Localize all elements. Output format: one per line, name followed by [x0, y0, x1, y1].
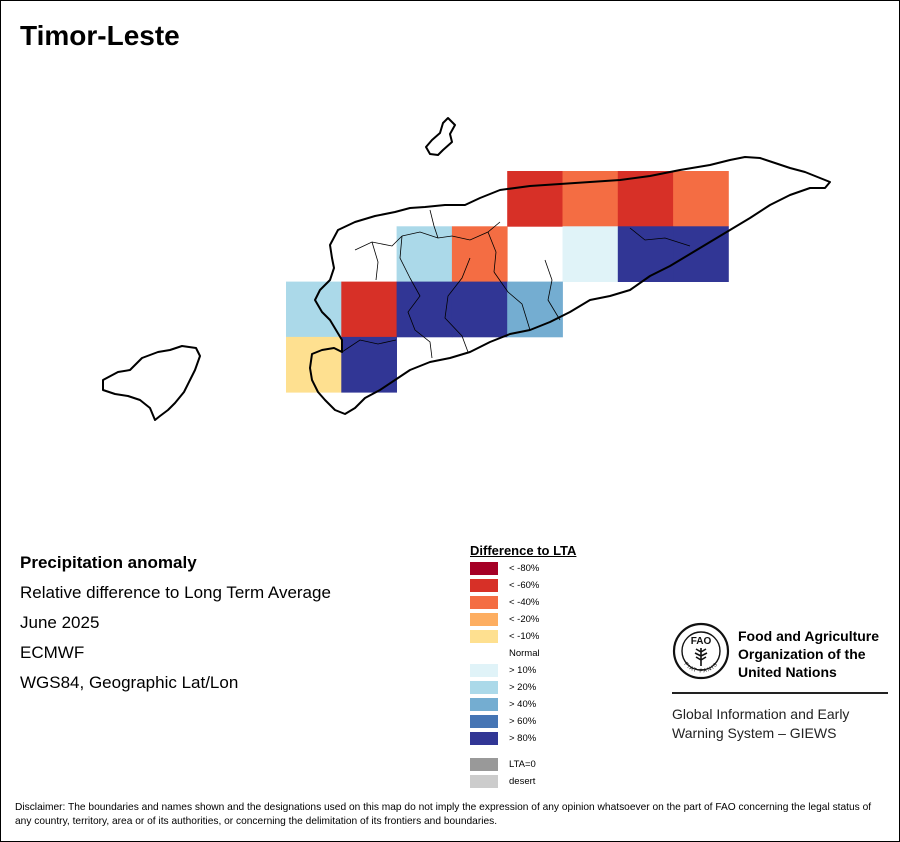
district-boundary — [354, 235, 403, 251]
district-boundary — [399, 235, 411, 279]
anomaly-cell — [562, 226, 619, 282]
legend-item: > 80% — [470, 730, 576, 747]
map-legend: Difference to LTA < -80% < -60% < -40% < -2… — [470, 543, 576, 790]
anomaly-cell — [451, 226, 508, 282]
info-period: June 2025 — [20, 613, 100, 632]
legend-item: > 20% — [470, 679, 576, 696]
legend-item: < -60% — [470, 577, 576, 594]
legend-item: < -10% — [470, 628, 576, 645]
legend-item: > 40% — [470, 696, 576, 713]
legend-label: < -20% — [509, 614, 540, 625]
district-boundary — [429, 209, 439, 239]
district-boundary — [487, 231, 497, 273]
map-title: Timor-Leste — [20, 20, 180, 51]
svg-text:FAO: FAO — [691, 636, 712, 647]
giews-line: Warning System – GIEWS — [672, 725, 837, 741]
legend-item: > 10% — [470, 662, 576, 679]
district-boundary — [407, 277, 433, 359]
fao-logo: FAO FIAT PANIS — [672, 622, 730, 680]
legend-swatch — [470, 758, 498, 771]
oecusse-enclave-outline — [102, 345, 201, 421]
legend-label: > 60% — [509, 716, 537, 727]
info-variable: Precipitation anomaly — [20, 553, 197, 572]
legend-label: > 80% — [509, 733, 537, 744]
giews-name: Global Information and Early Warning Sys… — [672, 705, 849, 743]
legend-title: Difference to LTA — [470, 543, 577, 558]
district-boundary — [444, 257, 471, 353]
fao-divider — [672, 692, 888, 694]
anomaly-grid — [286, 171, 729, 393]
anomaly-cell — [562, 171, 619, 227]
legend-label: < -10% — [509, 631, 540, 642]
legend-item: Normal — [470, 645, 576, 662]
anomaly-cell — [396, 281, 453, 338]
legend-item: < -80% — [470, 560, 576, 577]
legend-swatch — [470, 775, 498, 788]
legend-item: > 60% — [470, 713, 576, 730]
district-boundary — [629, 227, 691, 247]
anomaly-cell — [617, 171, 674, 227]
district-boundary — [493, 271, 531, 331]
atauro-island-outline — [425, 117, 456, 156]
info-source: ECMWF — [20, 643, 85, 662]
legend-label: LTA=0 — [509, 759, 536, 770]
legend-swatch — [470, 613, 498, 626]
fao-name: Food and Agriculture Organization of the… — [738, 627, 879, 681]
map-info: Precipitation anomaly Relative differenc… — [20, 548, 331, 698]
mainland-outline — [309, 156, 831, 415]
anomaly-cell — [396, 226, 453, 282]
legend-item: < -40% — [470, 594, 576, 611]
fao-name-line: Food and Agriculture — [738, 628, 880, 644]
district-boundary — [371, 241, 379, 281]
anomaly-cell — [617, 226, 674, 282]
district-boundary — [401, 231, 453, 239]
legend-swatch — [470, 698, 498, 711]
legend-item: LTA=0 — [470, 756, 576, 773]
anomaly-cell — [341, 281, 397, 338]
district-boundary — [341, 339, 397, 353]
legend-swatch — [470, 715, 498, 728]
legend-swatch — [470, 596, 498, 609]
legend-swatch — [470, 732, 498, 745]
legend-swatch — [470, 630, 498, 643]
fao-name-line: Organization of the — [738, 646, 866, 662]
legend-label: < -60% — [509, 580, 540, 591]
legend-label: Normal — [509, 648, 540, 659]
legend-swatch — [470, 579, 498, 592]
legend-swatch — [470, 562, 498, 575]
legend-label: < -40% — [509, 597, 540, 608]
legend-label: < -80% — [509, 563, 540, 574]
legend-label: > 40% — [509, 699, 537, 710]
legend-item: desert — [470, 773, 576, 790]
legend-label: > 10% — [509, 665, 537, 676]
district-boundaries — [341, 209, 691, 359]
info-description: Relative difference to Long Term Average — [20, 583, 331, 602]
giews-line: Global Information and Early — [672, 706, 850, 722]
legend-extra-items: LTA=0 desert — [470, 756, 576, 790]
disclaimer: Disclaimer: The boundaries and names sho… — [15, 802, 872, 827]
district-boundary — [451, 221, 501, 241]
fao-name-line: United Nations — [738, 664, 837, 680]
country-outline — [102, 117, 831, 421]
legend-item: < -20% — [470, 611, 576, 628]
legend-swatch — [470, 681, 498, 694]
anomaly-cell — [451, 281, 508, 338]
legend-swatch — [470, 647, 498, 660]
legend-label: > 20% — [509, 682, 537, 693]
map-canvas — [102, 117, 831, 421]
anomaly-cell — [507, 171, 563, 227]
legend-swatch — [470, 664, 498, 677]
anomaly-cell — [286, 281, 342, 338]
district-boundary — [544, 259, 561, 321]
anomaly-cell — [673, 171, 729, 227]
info-projection: WGS84, Geographic Lat/Lon — [20, 673, 239, 692]
legend-label: desert — [509, 776, 536, 787]
legend-items: < -80% < -60% < -40% < -20% < -10% Normal > 10… — [470, 560, 576, 747]
